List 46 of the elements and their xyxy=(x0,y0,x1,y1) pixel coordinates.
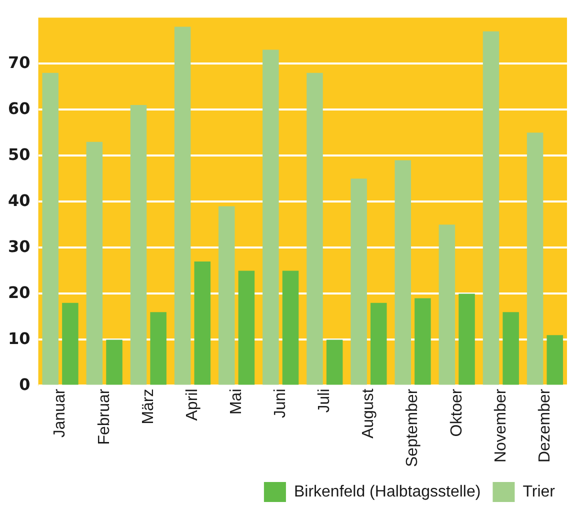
y-tick-label: 20 xyxy=(8,282,30,302)
bar xyxy=(546,335,564,385)
legend-label: Birkenfeld (Halbtagsstelle) xyxy=(294,483,481,500)
y-tick-label: 40 xyxy=(8,190,30,210)
y-tick-label: 30 xyxy=(8,236,30,256)
bar xyxy=(350,178,367,385)
bar xyxy=(458,294,475,385)
y-tick-label: 60 xyxy=(8,98,30,118)
bar xyxy=(502,312,519,385)
bar xyxy=(218,206,235,385)
bar xyxy=(86,142,103,385)
x-tick-label: Juli xyxy=(316,388,334,413)
y-tick-label: 0 xyxy=(19,374,30,394)
x-tick-label: März xyxy=(140,388,157,424)
bar xyxy=(130,105,147,385)
bar xyxy=(42,72,59,385)
bar xyxy=(306,72,323,385)
bar xyxy=(282,270,299,385)
bar xyxy=(238,270,255,385)
bar xyxy=(174,26,191,385)
bar xyxy=(526,132,544,385)
bar xyxy=(414,298,431,385)
bar xyxy=(262,50,279,385)
bar xyxy=(438,224,456,385)
y-tick-label: 50 xyxy=(8,144,30,164)
x-tick-label: April xyxy=(184,388,201,421)
bar xyxy=(62,302,78,385)
x-tick-label: Mai xyxy=(228,388,245,415)
bar xyxy=(370,302,387,385)
bar xyxy=(150,312,166,385)
y-tick-label: 10 xyxy=(8,328,30,348)
bar xyxy=(106,340,122,385)
x-tick-label: Juni xyxy=(272,388,290,418)
x-tick-label: Oktoer xyxy=(448,388,466,437)
bar xyxy=(326,340,343,385)
bar xyxy=(482,31,500,385)
x-tick-label: Februar xyxy=(96,388,113,445)
x-tick-label: August xyxy=(360,388,378,439)
x-tick-label: Januar xyxy=(52,388,69,438)
bar xyxy=(194,261,211,385)
x-tick-label: November xyxy=(492,388,510,463)
bar xyxy=(394,160,411,385)
x-tick-label: September xyxy=(404,388,422,467)
legend-label: Trier xyxy=(522,483,556,500)
y-tick-label: 70 xyxy=(8,52,30,72)
x-tick-label: Dezember xyxy=(536,388,554,463)
